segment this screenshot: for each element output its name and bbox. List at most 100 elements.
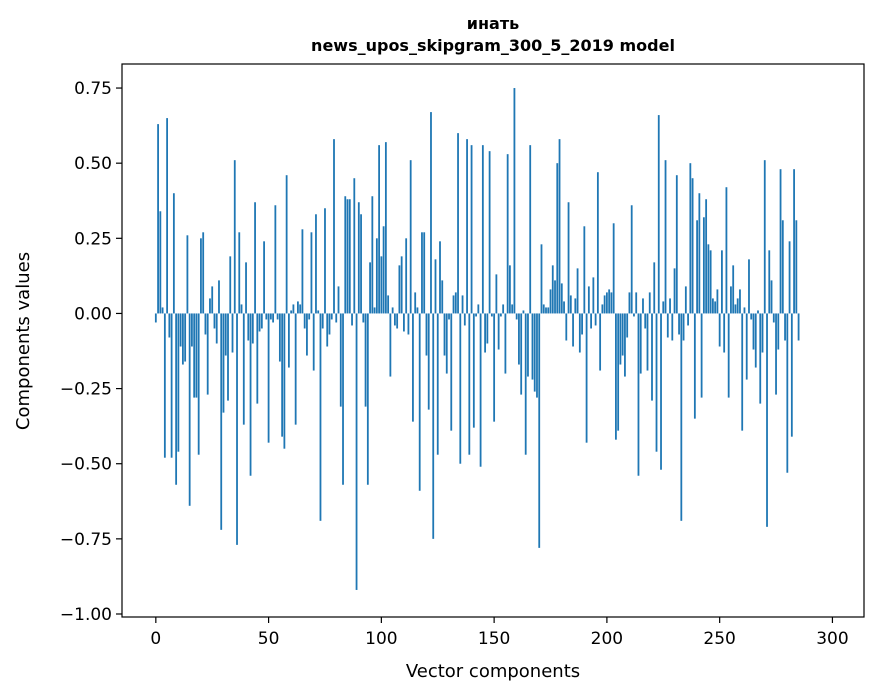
bar-component-271 (766, 313, 768, 527)
y-tick-label: −1.00 (60, 605, 112, 625)
bar-component-282 (790, 313, 793, 437)
bar-component-182 (565, 313, 568, 341)
bar-component-49 (265, 313, 268, 320)
bar-component-149 (490, 313, 493, 317)
bar-component-99 (378, 145, 380, 314)
bar-component-75 (324, 208, 326, 314)
bar-component-248 (714, 301, 717, 314)
bar-component-153 (499, 313, 502, 317)
x-tick-label: 0 (150, 629, 161, 649)
bar-component-26 (213, 313, 216, 329)
y-tick-label: 0.00 (74, 304, 112, 324)
bar-component-202 (610, 292, 613, 314)
bar-component-123 (432, 313, 435, 539)
bar-component-148 (488, 151, 491, 314)
bar-component-8 (172, 193, 175, 314)
bar-component-43 (251, 313, 254, 344)
bar-component-78 (330, 313, 333, 320)
bar-component-231 (675, 175, 678, 314)
bar-component-44 (254, 202, 256, 314)
bar-component-76 (326, 313, 329, 347)
bar-component-232 (678, 313, 680, 335)
bar-component-90 (357, 202, 360, 314)
bar-component-71 (315, 214, 317, 314)
bar-component-42 (249, 313, 252, 476)
bar-component-261 (743, 307, 746, 314)
bar-component-191 (585, 313, 588, 443)
bar-component-224 (660, 313, 662, 470)
bar-component-234 (682, 313, 685, 341)
bar-component-132 (452, 295, 455, 314)
bar-component-259 (739, 289, 741, 314)
bar-component-94 (366, 313, 369, 485)
bar-component-102 (384, 142, 387, 314)
bar-component-18 (195, 313, 198, 398)
bar-component-217 (644, 313, 647, 329)
bar-component-4 (163, 313, 166, 458)
bar-component-206 (619, 313, 622, 365)
bar-component-170 (538, 313, 541, 548)
bar-component-151 (495, 274, 498, 314)
bar-component-213 (635, 292, 638, 314)
bar-component-118 (421, 232, 423, 314)
x-tick-label: 150 (478, 629, 510, 649)
bar-component-210 (628, 292, 631, 314)
bar-component-152 (497, 313, 500, 350)
bar-component-219 (648, 292, 651, 314)
bar-component-37 (238, 232, 241, 314)
bar-component-92 (362, 313, 365, 323)
bar-component-199 (603, 295, 606, 314)
bar-component-283 (793, 169, 795, 314)
bar-component-238 (691, 178, 694, 314)
bar-component-257 (734, 304, 737, 314)
bar-component-48 (263, 241, 265, 314)
bar-component-114 (412, 313, 414, 422)
bar-component-188 (578, 313, 581, 353)
bar-component-166 (529, 145, 532, 314)
bar-component-196 (596, 172, 599, 314)
bar-component-214 (637, 313, 640, 476)
bar-component-186 (574, 298, 577, 314)
bar-component-52 (272, 313, 274, 323)
bar-series (154, 88, 800, 590)
bar-component-113 (409, 160, 412, 314)
bar-component-184 (569, 295, 572, 314)
bar-component-129 (445, 313, 448, 374)
bar-component-69 (310, 232, 313, 314)
bar-component-79 (333, 139, 335, 314)
y-tick-label: 0.50 (74, 154, 112, 174)
bar-component-164 (524, 313, 527, 455)
bar-component-203 (612, 223, 615, 314)
bar-component-134 (457, 133, 459, 314)
bar-component-89 (355, 313, 358, 590)
bar-component-207 (621, 313, 624, 356)
bar-component-21 (202, 232, 205, 314)
bar-component-237 (689, 163, 692, 314)
bar-component-24 (209, 298, 211, 314)
bar-component-10 (177, 313, 180, 452)
bar-component-180 (560, 283, 563, 314)
bar-component-11 (179, 313, 182, 347)
bar-component-127 (441, 280, 444, 314)
bar-component-139 (468, 313, 471, 455)
bar-component-87 (351, 313, 353, 326)
chart-title: инать (467, 14, 519, 33)
bar-component-198 (601, 304, 604, 314)
bar-component-3 (161, 307, 164, 314)
bar-component-222 (655, 313, 658, 452)
bar-component-29 (220, 313, 223, 530)
bar-component-119 (423, 232, 426, 314)
bar-component-267 (757, 310, 759, 314)
bar-component-67 (306, 313, 308, 356)
bar-component-28 (218, 280, 220, 314)
bar-component-155 (504, 313, 507, 374)
bar-component-244 (705, 199, 708, 314)
bar-component-68 (308, 313, 311, 320)
bar-component-246 (709, 250, 712, 314)
bar-component-285 (797, 313, 800, 341)
bar-component-106 (393, 313, 396, 326)
bar-component-144 (479, 313, 482, 467)
plot-frame (121, 63, 865, 618)
bar-component-45 (256, 313, 259, 404)
bar-component-215 (639, 313, 642, 374)
